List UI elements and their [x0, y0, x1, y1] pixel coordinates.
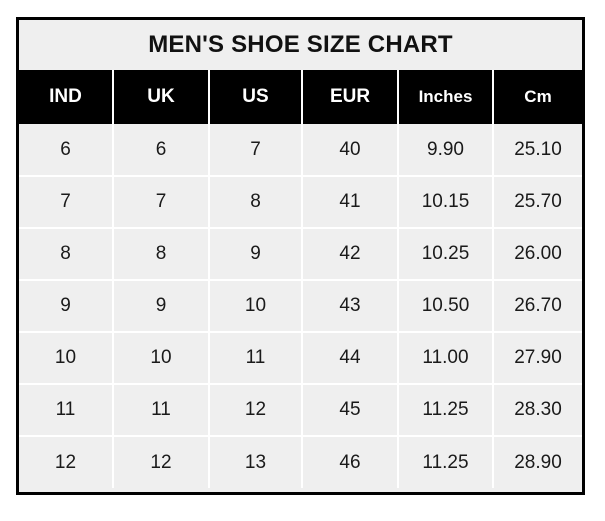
cell-cm: 25.10 — [493, 124, 582, 177]
cell-ind: 10 — [19, 332, 114, 385]
cell-uk: 9 — [113, 280, 210, 333]
table-header: IND UK US EUR Inches Cm — [19, 70, 582, 124]
table-row: 10 10 11 44 11.00 27.90 — [19, 332, 582, 385]
cell-cm: 28.90 — [493, 436, 582, 488]
cell-us: 9 — [209, 228, 303, 281]
cell-eur: 41 — [302, 176, 399, 229]
cell-eur: 44 — [302, 332, 399, 385]
cell-us: 10 — [209, 280, 303, 333]
cell-inches: 11.00 — [398, 332, 494, 385]
cell-eur: 40 — [302, 124, 399, 177]
column-header-eur: EUR — [302, 70, 399, 124]
cell-uk: 12 — [113, 436, 210, 488]
table-row: 8 8 9 42 10.25 26.00 — [19, 228, 582, 281]
table-body: 6 6 7 40 9.90 25.10 7 7 8 41 10.15 25.70… — [19, 124, 582, 488]
cell-us: 7 — [209, 124, 303, 177]
cell-eur: 45 — [302, 384, 399, 437]
cell-us: 8 — [209, 176, 303, 229]
cell-inches: 11.25 — [398, 384, 494, 437]
cell-cm: 27.90 — [493, 332, 582, 385]
cell-cm: 28.30 — [493, 384, 582, 437]
cell-us: 12 — [209, 384, 303, 437]
cell-us: 11 — [209, 332, 303, 385]
column-header-ind: IND — [19, 70, 114, 124]
cell-ind: 6 — [19, 124, 114, 177]
cell-inches: 11.25 — [398, 436, 494, 488]
table-row: 6 6 7 40 9.90 25.10 — [19, 124, 582, 177]
cell-uk: 10 — [113, 332, 210, 385]
cell-us: 13 — [209, 436, 303, 488]
cell-uk: 7 — [113, 176, 210, 229]
column-header-uk: UK — [113, 70, 210, 124]
shoe-size-table: IND UK US EUR Inches Cm 6 6 7 40 9.90 25… — [19, 70, 582, 488]
cell-cm: 25.70 — [493, 176, 582, 229]
column-header-cm: Cm — [493, 70, 582, 124]
cell-eur: 42 — [302, 228, 399, 281]
cell-eur: 46 — [302, 436, 399, 488]
table-row: 12 12 13 46 11.25 28.90 — [19, 436, 582, 488]
table-header-row: IND UK US EUR Inches Cm — [19, 70, 582, 124]
cell-inches: 10.50 — [398, 280, 494, 333]
cell-inches: 10.15 — [398, 176, 494, 229]
column-header-inches: Inches — [398, 70, 494, 124]
column-header-us: US — [209, 70, 303, 124]
cell-ind: 9 — [19, 280, 114, 333]
table-row: 7 7 8 41 10.15 25.70 — [19, 176, 582, 229]
cell-eur: 43 — [302, 280, 399, 333]
page-title: MEN'S SHOE SIZE CHART — [19, 20, 582, 70]
cell-uk: 6 — [113, 124, 210, 177]
cell-uk: 8 — [113, 228, 210, 281]
cell-ind: 12 — [19, 436, 114, 488]
cell-inches: 10.25 — [398, 228, 494, 281]
cell-cm: 26.70 — [493, 280, 582, 333]
cell-inches: 9.90 — [398, 124, 494, 177]
table-row: 11 11 12 45 11.25 28.30 — [19, 384, 582, 437]
cell-cm: 26.00 — [493, 228, 582, 281]
cell-ind: 11 — [19, 384, 114, 437]
table-row: 9 9 10 43 10.50 26.70 — [19, 280, 582, 333]
cell-uk: 11 — [113, 384, 210, 437]
cell-ind: 7 — [19, 176, 114, 229]
cell-ind: 8 — [19, 228, 114, 281]
size-chart-container: MEN'S SHOE SIZE CHART IND UK US EUR Inch… — [16, 17, 585, 495]
